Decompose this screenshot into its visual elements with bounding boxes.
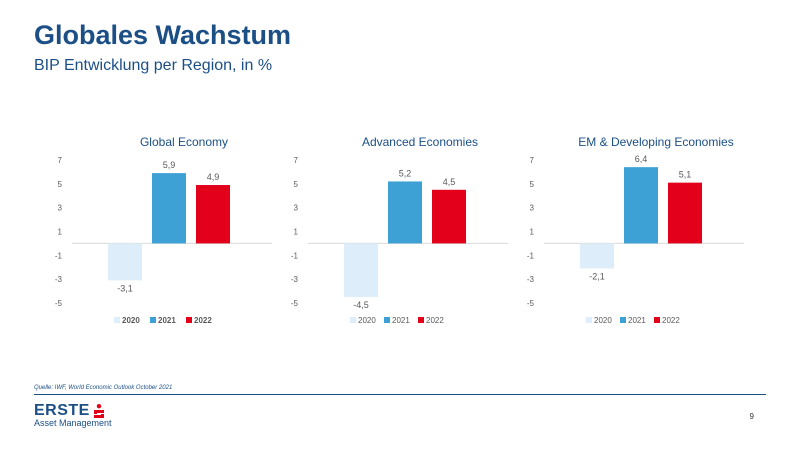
chart-svg: Global Economy 7 5 3 1 -1 -3 -5 -3,1 5,9 4,9 2020 20… xyxy=(55,135,272,325)
data-label: 5,9 xyxy=(163,160,176,170)
page-title: Globales Wachstum xyxy=(34,20,292,50)
legend-swatch-2021 xyxy=(384,317,390,323)
bar-2020 xyxy=(580,243,614,269)
chart-title: Global Economy xyxy=(140,135,228,149)
legend-swatch-2021 xyxy=(150,317,156,323)
y-tick-label: -3 xyxy=(291,275,299,284)
legend-label-2022: 2022 xyxy=(194,316,212,325)
bar-2022 xyxy=(668,182,702,244)
legend-label-2020: 2020 xyxy=(122,316,140,325)
y-tick-label: -3 xyxy=(55,275,63,284)
legend-swatch-2022 xyxy=(418,317,424,323)
y-tick-label: -5 xyxy=(55,299,63,308)
legend-swatch-2021 xyxy=(620,317,626,323)
bar-2022 xyxy=(196,185,230,244)
legend-label-2020: 2020 xyxy=(594,316,612,325)
y-tick-label: -1 xyxy=(291,251,299,260)
data-label: 5,2 xyxy=(399,168,412,178)
y-tick-label: -5 xyxy=(527,299,535,308)
legend-label-2020: 2020 xyxy=(358,316,376,325)
legend-label-2022: 2022 xyxy=(426,316,444,325)
y-tick-label: 3 xyxy=(58,204,63,213)
legend-swatch-2020 xyxy=(114,317,120,323)
y-tick-label: 5 xyxy=(58,180,63,189)
y-tick-label: -3 xyxy=(527,275,535,284)
y-tick-label: 5 xyxy=(294,180,299,189)
y-tick-label: 1 xyxy=(58,228,63,237)
chart-title: EM & Developing Economies xyxy=(578,135,733,149)
data-label: -4,5 xyxy=(353,300,369,310)
bar-2020 xyxy=(344,243,378,298)
data-label: 4,9 xyxy=(207,172,220,182)
data-label: 5,1 xyxy=(679,170,692,180)
bar-2021 xyxy=(624,167,658,244)
legend-swatch-2020 xyxy=(586,317,592,323)
y-tick-label: 1 xyxy=(530,228,535,237)
page-number: 9 xyxy=(749,412,754,421)
y-tick-label: 3 xyxy=(530,204,535,213)
y-tick-label: 7 xyxy=(58,156,63,165)
y-tick-label: -1 xyxy=(55,251,63,260)
data-label: -2,1 xyxy=(589,271,605,281)
y-tick-label: 5 xyxy=(530,180,535,189)
erste-logo: ERSTE Asset Management xyxy=(34,402,112,428)
chart-advanced-economies: Advanced Economies 7 5 3 1 -1 -3 -5 -4,5 5,2 4,5 20… xyxy=(286,130,516,340)
chart-global-economy: Global Economy 7 5 3 1 -1 -3 -5 -3,1 5,9 4,9 2020 20… xyxy=(50,130,280,340)
legend-label-2021: 2021 xyxy=(158,316,176,325)
legend-label-2022: 2022 xyxy=(662,316,680,325)
logo-subline: Asset Management xyxy=(34,418,112,428)
chart-svg: Advanced Economies 7 5 3 1 -1 -3 -5 -4,5 5,2 4,5 20… xyxy=(291,135,508,325)
bar-2021 xyxy=(152,173,186,244)
page-subtitle: BIP Entwicklung per Region, in % xyxy=(34,57,273,74)
logo-wordmark: ERSTE xyxy=(34,402,90,419)
y-tick-label: -5 xyxy=(291,299,299,308)
legend-label-2021: 2021 xyxy=(392,316,410,325)
legend-swatch-2022 xyxy=(186,317,192,323)
y-tick-label: 7 xyxy=(294,156,299,165)
legend-swatch-2020 xyxy=(350,317,356,323)
chart-em-developing-economies: EM & Developing Economies 7 5 3 1 -1 -3 -5 -2,1 6… xyxy=(522,130,752,340)
sparkasse-s-icon xyxy=(93,404,105,418)
data-label: 4,5 xyxy=(443,177,456,187)
y-tick-label: 1 xyxy=(294,228,299,237)
data-label: -3,1 xyxy=(117,283,133,293)
y-tick-label: 7 xyxy=(530,156,535,165)
chart-svg: EM & Developing Economies 7 5 3 1 -1 -3 -5 -2,1 6… xyxy=(527,135,744,325)
bar-2020 xyxy=(108,243,142,281)
data-label: 6,4 xyxy=(635,154,648,164)
source-note: Quelle: IWF, World Economic Outlook Octo… xyxy=(34,385,173,391)
chart-title: Advanced Economies xyxy=(362,135,478,149)
bar-2022 xyxy=(432,189,466,244)
footer-divider xyxy=(34,394,766,395)
legend-swatch-2022 xyxy=(654,317,660,323)
legend-label-2021: 2021 xyxy=(628,316,646,325)
y-tick-label: 3 xyxy=(294,204,299,213)
bar-2021 xyxy=(388,181,422,244)
y-tick-label: -1 xyxy=(527,251,535,260)
